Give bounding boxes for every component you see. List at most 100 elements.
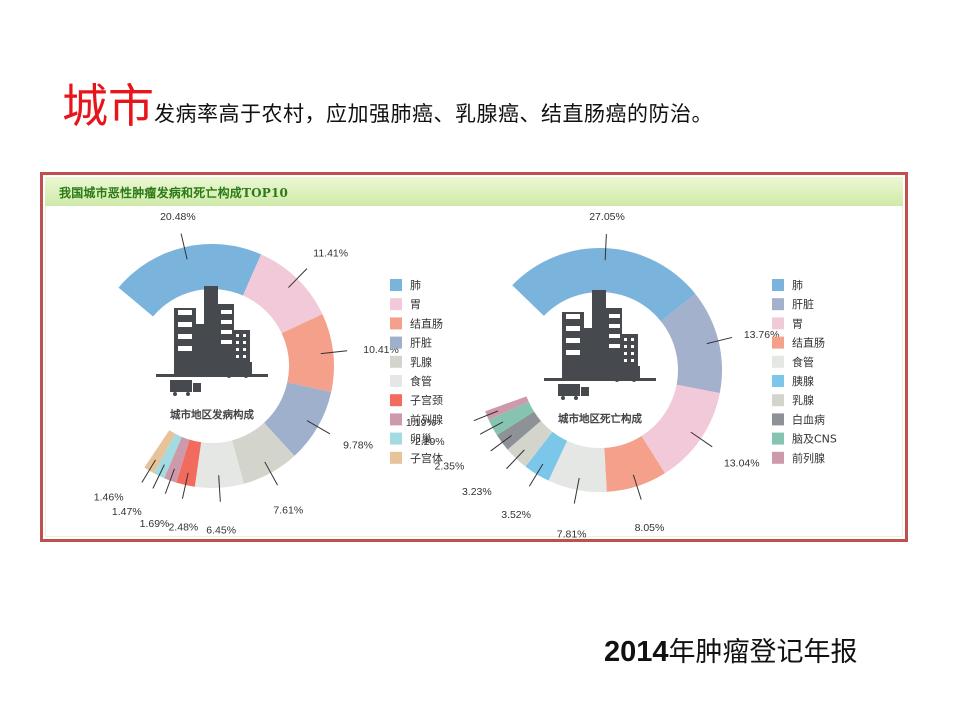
leader-line xyxy=(706,336,733,345)
data-label: 2.29% xyxy=(415,436,445,448)
legend-item: 乳腺 xyxy=(772,393,814,407)
data-label: 13.76% xyxy=(744,329,780,341)
legend-swatch xyxy=(390,317,402,330)
legend-label: 胃 xyxy=(410,298,421,311)
leader-line xyxy=(181,472,189,499)
legend-label: 肺 xyxy=(410,279,421,292)
legend-swatch xyxy=(390,298,402,311)
donut-slice[interactable] xyxy=(242,254,323,334)
source-caption: 2014年肿瘤登记年报 xyxy=(604,630,858,669)
data-label: 6.45% xyxy=(206,525,236,537)
donut-slice[interactable] xyxy=(512,248,696,322)
donut-slice[interactable] xyxy=(176,439,202,487)
legend-label: 肝脏 xyxy=(410,337,432,350)
legend-label: 乳腺 xyxy=(792,393,814,407)
city-buildings-trucks-icon xyxy=(544,290,656,400)
legend-item: 胃 xyxy=(772,317,803,330)
legend-item: 子宫颈 xyxy=(390,393,443,407)
legend-item: 胃 xyxy=(390,298,421,311)
headline: 城市发病率高于农村，应加强肺癌、乳腺癌、结直肠癌的防治。 xyxy=(62,78,713,138)
legend-label: 前列腺 xyxy=(410,412,443,426)
legend-swatch xyxy=(390,432,402,445)
legend-swatch xyxy=(772,317,784,330)
data-label: 1.19% xyxy=(406,417,436,429)
legend-item: 脑及CNS xyxy=(772,432,837,446)
donut-slice[interactable] xyxy=(194,440,244,488)
leader-line xyxy=(604,234,607,261)
data-label: 10.41% xyxy=(363,344,399,356)
legend-label: 结直肠 xyxy=(410,316,443,330)
donut-slice[interactable] xyxy=(118,244,262,317)
legend-label: 乳腺 xyxy=(410,355,432,369)
donut-slice[interactable] xyxy=(548,440,607,492)
leader-line xyxy=(506,449,525,470)
donut-slice[interactable] xyxy=(281,314,334,392)
legend-swatch xyxy=(772,451,784,464)
legend-item: 食管 xyxy=(772,355,814,369)
legend-label: 结直肠 xyxy=(792,336,825,350)
donut-slice[interactable] xyxy=(153,433,182,479)
legend-label: 肺 xyxy=(792,279,803,292)
data-label: 7.61% xyxy=(273,504,303,516)
legend-item: 前列腺 xyxy=(390,412,443,426)
legend-swatch xyxy=(390,336,402,349)
donut-slice[interactable] xyxy=(232,422,295,484)
data-label: 1.47% xyxy=(112,506,142,518)
leader-line xyxy=(490,435,512,452)
legend-swatch xyxy=(390,355,402,368)
leader-line xyxy=(264,461,278,486)
leader-line xyxy=(306,420,331,435)
source-year: 2014 xyxy=(604,636,669,668)
legend-item: 肺 xyxy=(772,279,803,292)
leader-line xyxy=(218,475,221,502)
leader-line xyxy=(164,468,175,494)
leader-line xyxy=(180,233,188,260)
legend-swatch xyxy=(772,375,784,387)
legend-swatch xyxy=(390,279,402,291)
data-label: 1.69% xyxy=(140,518,170,530)
legend-item: 前列腺 xyxy=(772,451,825,465)
data-label: 13.04% xyxy=(724,458,760,470)
leader-line xyxy=(690,431,713,448)
panel-header: 我国城市恶性肿瘤发病和死亡构成TOP10 xyxy=(45,178,903,206)
panel-inner-border xyxy=(45,177,903,537)
legend-label: 子宫颈 xyxy=(410,393,443,407)
donut-slice[interactable] xyxy=(144,430,176,474)
legend-item: 肝脏 xyxy=(772,298,814,311)
incidence-donut-chart: 20.48%11.41%10.41%9.78%7.61%6.45%2.48%1.… xyxy=(94,211,443,537)
legend-swatch xyxy=(390,413,402,426)
legend-item: 卵巢 xyxy=(390,432,432,446)
donut-slice[interactable] xyxy=(488,401,535,436)
leader-line xyxy=(152,464,165,489)
leader-line xyxy=(528,463,544,487)
leader-line xyxy=(473,410,499,422)
legend-label: 食管 xyxy=(792,355,814,369)
leader-line xyxy=(479,421,504,435)
donut-slice[interactable] xyxy=(496,411,541,450)
legend-label: 脑及CNS xyxy=(792,433,837,446)
legend-swatch xyxy=(772,279,784,291)
legend-swatch xyxy=(390,394,402,407)
donut-slice[interactable] xyxy=(264,382,332,456)
legend-item: 白血病 xyxy=(772,412,825,426)
donut-slice[interactable] xyxy=(660,293,722,394)
donut-slice[interactable] xyxy=(485,396,529,420)
data-label: 11.41% xyxy=(313,248,348,260)
legend-item: 食管 xyxy=(390,374,432,388)
legend-swatch xyxy=(390,451,402,464)
legend-item: 结直肠 xyxy=(772,336,825,350)
donut-slice[interactable] xyxy=(604,436,665,492)
data-label: 20.48% xyxy=(160,211,196,223)
headline-text: 发病率高于农村，应加强肺癌、乳腺癌、结直肠癌的防治。 xyxy=(154,102,713,126)
leader-line xyxy=(288,268,308,288)
donut-slice[interactable] xyxy=(525,431,568,481)
legend-label: 胰腺 xyxy=(792,374,814,388)
data-label: 1.46% xyxy=(94,492,124,504)
donut-slice[interactable] xyxy=(641,384,720,474)
source-text: 年肿瘤登记年报 xyxy=(668,637,858,668)
headline-emphasis: 城市 xyxy=(62,79,154,133)
donut-slice[interactable] xyxy=(164,436,190,483)
legend-item: 肺 xyxy=(390,279,421,292)
legend-label: 前列腺 xyxy=(792,451,825,465)
